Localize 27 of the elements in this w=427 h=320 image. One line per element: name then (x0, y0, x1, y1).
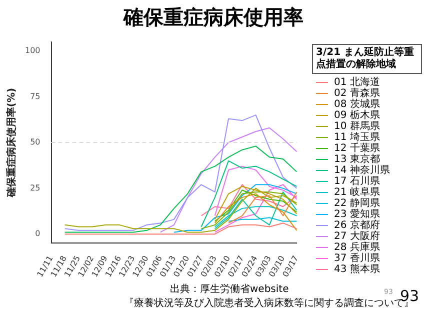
source-note: 出典：厚生労働省website (170, 284, 289, 296)
legend-label: 09 栃木県 (334, 110, 380, 121)
legend-label: 26 京都府 (334, 220, 380, 231)
legend-label: 23 愛知県 (334, 209, 380, 220)
legend-label: 27 大阪府 (334, 231, 380, 242)
legend-label: 08 茨城県 (334, 99, 380, 110)
chart-title: 確保重症病床使用率 (122, 4, 304, 31)
legend-label: 12 千葉県 (334, 143, 380, 154)
legend-title: 3/21 まん延防止等重点措置の解除地域 (312, 44, 422, 74)
legend-label: 43 熊本県 (334, 264, 380, 275)
y-tick-label: 0 (35, 229, 40, 238)
legend-label: 14 神奈川県 (334, 165, 390, 176)
legend-label: 21 岐阜県 (334, 187, 380, 198)
legend-label: 17 石川県 (334, 176, 380, 187)
legend-label: 11 埼玉県 (334, 132, 380, 143)
legend-label: 37 香川県 (334, 253, 380, 264)
y-tick-label: 50 (30, 138, 40, 147)
legend-label: 10 群馬県 (334, 121, 380, 132)
legend-label: 02 青森県 (334, 88, 380, 99)
legend-label: 01 北海道 (334, 77, 380, 88)
legend-label: 22 静岡県 (334, 198, 380, 209)
y-axis-title: 確保重症病床使用率(%) (6, 88, 18, 198)
y-tick-label: 75 (30, 92, 40, 101)
y-tick-label: 100 (24, 46, 40, 56)
legend-label: 28 兵庫県 (334, 242, 380, 253)
y-tick-label: 25 (30, 183, 40, 192)
legend-label: 13 東京都 (334, 154, 380, 165)
